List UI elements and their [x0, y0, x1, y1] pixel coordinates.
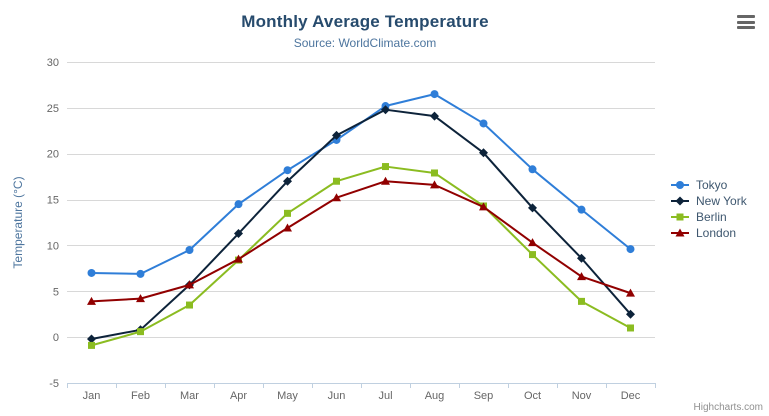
data-point-marker[interactable]	[382, 163, 389, 171]
legend-item-tokyo[interactable]: Tokyo	[671, 177, 767, 193]
hamburger-icon	[737, 15, 755, 18]
series-new-york[interactable]	[87, 105, 635, 344]
data-point-marker[interactable]	[431, 169, 438, 177]
data-point-marker[interactable]	[676, 213, 684, 221]
data-point-marker[interactable]	[528, 165, 537, 174]
data-point-marker[interactable]	[185, 246, 194, 255]
data-point-marker[interactable]	[676, 181, 684, 189]
data-point-marker[interactable]	[87, 334, 96, 344]
data-point-marker[interactable]	[234, 254, 243, 263]
hamburger-icon	[737, 20, 755, 24]
data-point-marker[interactable]	[675, 196, 685, 206]
data-point-marker[interactable]	[577, 253, 586, 263]
y-axis-label: 5	[53, 286, 59, 298]
triangle-legend-marker-icon	[671, 228, 689, 237]
data-point-marker[interactable]	[381, 105, 390, 115]
legend-item-london[interactable]: London	[671, 225, 767, 241]
data-point-marker[interactable]	[528, 238, 537, 247]
highcharts-credits[interactable]: Highcharts.com	[693, 402, 763, 413]
series-line[interactable]	[91, 165, 631, 347]
data-point-marker[interactable]	[185, 280, 194, 289]
legend-label: Berlin	[696, 210, 727, 224]
y-axis-label: 20	[47, 149, 59, 161]
legend-label: Tokyo	[696, 178, 728, 192]
y-axis-label: 25	[47, 103, 59, 115]
data-point-marker[interactable]	[626, 288, 635, 297]
data-point-marker[interactable]	[186, 301, 193, 309]
data-point-marker[interactable]	[137, 328, 144, 336]
chart-title: Monthly Average Temperature	[241, 12, 489, 31]
data-point-marker[interactable]	[479, 202, 488, 211]
x-axis-label: Mar	[180, 390, 199, 402]
series-line[interactable]	[91, 93, 632, 275]
x-axis-label: Dec	[621, 390, 641, 402]
data-point-marker[interactable]	[577, 272, 586, 281]
x-axis-label: Jan	[83, 390, 101, 402]
diamond-legend-marker-icon	[671, 196, 689, 206]
y-axis-label: 30	[47, 57, 59, 69]
x-axis-label: Jul	[378, 390, 392, 402]
legend-item-new-york[interactable]: New York	[671, 193, 767, 209]
x-axis-label: Feb	[131, 390, 150, 402]
context-menu-button[interactable]	[737, 15, 755, 29]
series-tokyo[interactable]	[87, 90, 635, 278]
y-axis-label: 15	[47, 195, 59, 207]
data-point-marker[interactable]	[284, 209, 291, 217]
x-axis-label: Nov	[572, 390, 592, 402]
data-point-marker[interactable]	[675, 228, 685, 237]
data-point-marker[interactable]	[88, 341, 95, 349]
x-axis-label: Aug	[425, 390, 445, 402]
data-point-marker[interactable]	[283, 223, 292, 232]
y-axis-title: Temperature (°C)	[11, 176, 25, 268]
x-axis-label: Oct	[524, 390, 541, 402]
square-legend-marker-icon	[671, 213, 689, 221]
data-point-marker[interactable]	[234, 229, 243, 239]
data-point-marker[interactable]	[283, 176, 292, 186]
data-point-marker[interactable]	[87, 296, 96, 305]
y-axis-label: 0	[53, 332, 59, 344]
circle-legend-marker-icon	[671, 181, 689, 189]
data-point-marker[interactable]	[87, 268, 96, 277]
series-line[interactable]	[91, 180, 631, 303]
data-point-marker[interactable]	[627, 324, 634, 332]
series-london[interactable]	[87, 176, 635, 305]
data-point-marker[interactable]	[479, 148, 488, 158]
data-point-marker[interactable]	[332, 130, 341, 140]
data-point-marker[interactable]	[136, 294, 145, 303]
y-axis-label: 10	[47, 240, 59, 252]
data-point-marker[interactable]	[626, 309, 635, 319]
legend: Tokyo New York Berlin London	[671, 177, 767, 241]
data-point-marker[interactable]	[578, 297, 585, 305]
data-point-marker[interactable]	[381, 176, 390, 185]
data-point-marker[interactable]	[430, 111, 439, 121]
data-point-marker[interactable]	[430, 180, 439, 189]
data-point-marker[interactable]	[529, 251, 536, 259]
legend-label: London	[696, 226, 737, 240]
y-axis-label: -5	[49, 378, 59, 390]
data-point-marker[interactable]	[332, 193, 341, 202]
legend-label: New York	[696, 194, 747, 208]
data-point-marker[interactable]	[577, 205, 586, 214]
data-point-marker[interactable]	[528, 203, 537, 213]
data-point-marker[interactable]	[234, 200, 243, 209]
data-point-marker[interactable]	[430, 90, 439, 99]
hamburger-icon	[737, 26, 755, 29]
data-point-marker[interactable]	[479, 119, 488, 128]
chart-subtitle: Source: WorldClimate.com	[293, 36, 437, 50]
x-axis-label: Sep	[474, 390, 494, 402]
series-line[interactable]	[91, 108, 632, 340]
legend-item-berlin[interactable]: Berlin	[671, 209, 767, 225]
x-axis-label: Jun	[328, 390, 346, 402]
data-point-marker[interactable]	[333, 177, 340, 185]
data-point-marker[interactable]	[626, 245, 635, 254]
x-axis-label: Apr	[230, 390, 247, 402]
x-axis-label: May	[277, 390, 298, 402]
data-point-marker[interactable]	[136, 269, 145, 278]
data-point-marker[interactable]	[283, 166, 292, 175]
